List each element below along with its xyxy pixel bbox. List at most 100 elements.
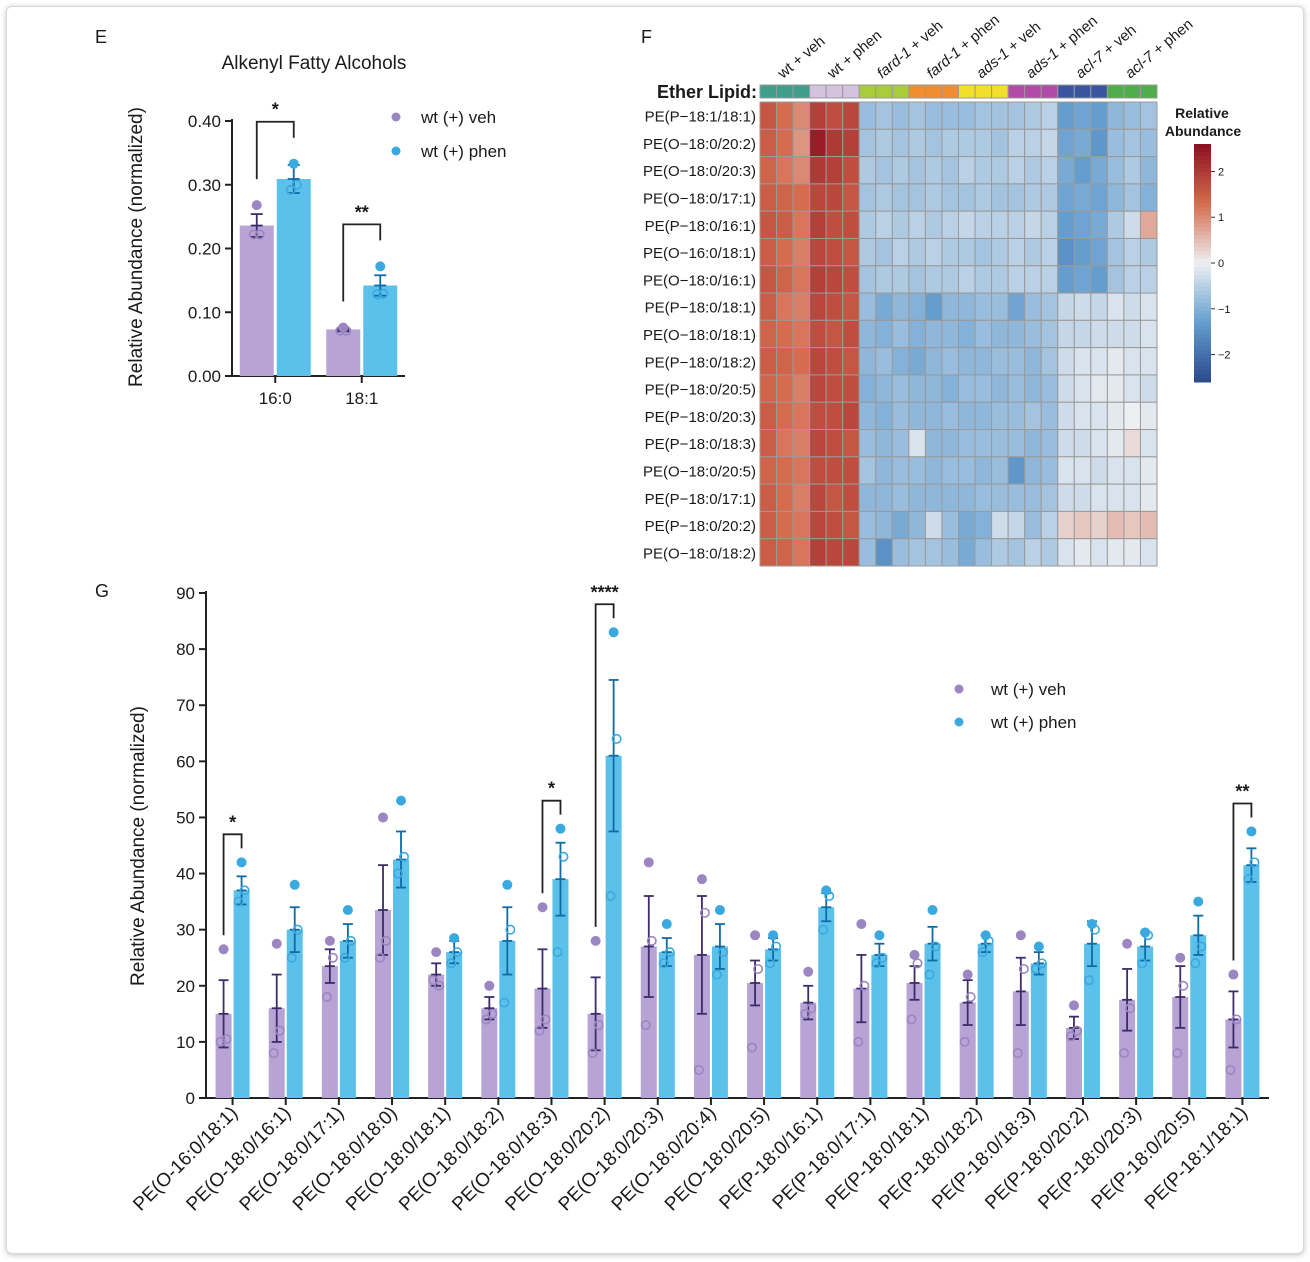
heatmap-cell: [858, 292, 877, 321]
heatmap-cell: [1040, 538, 1059, 567]
panel-g-bar: [499, 940, 516, 1098]
heatmap-cell: [1106, 101, 1125, 130]
heatmap-cell: [858, 456, 877, 485]
heatmap-cell: [958, 483, 976, 512]
heatmap-cell: [858, 101, 877, 130]
heatmap-group-cell: [792, 84, 811, 99]
heatmap-cell: [1040, 292, 1059, 321]
heatmap-cell: [941, 237, 959, 267]
panel-e-data-point: [378, 288, 389, 299]
panel-g-data-point: [587, 1048, 598, 1059]
colorbar-segment: [1194, 358, 1211, 363]
panel-e-significance-label: *: [272, 100, 279, 120]
panel-g-data-point: [711, 969, 722, 980]
heatmap-cell: [924, 401, 943, 431]
heatmap-cell: [941, 483, 959, 512]
panel-g-bar: [1190, 935, 1207, 1098]
heatmap-cell: [1090, 265, 1108, 294]
heatmap-cell: [941, 347, 959, 376]
heatmap-cell: [1057, 456, 1075, 485]
panel-g-data-point: [1137, 958, 1148, 969]
heatmap-cell: [809, 347, 827, 376]
heatmap-cell: [759, 456, 778, 485]
heatmap-cell: [891, 510, 910, 540]
panel-g-bar: [286, 929, 303, 1098]
panel-g-data-point: [643, 857, 654, 868]
colorbar-segment: [1194, 171, 1211, 177]
colorbar-segment: [1194, 282, 1211, 288]
panel-g-bar: [693, 954, 710, 1098]
heatmap-cell: [776, 156, 794, 185]
heatmap-cell: [1073, 265, 1092, 294]
heatmap-cell: [1073, 374, 1092, 403]
heatmap-cell: [1123, 510, 1141, 540]
heatmap-cell: [908, 401, 926, 431]
heatmap-cell: [776, 319, 794, 349]
heatmap-cell: [1057, 265, 1075, 294]
panel-g-data-point: [268, 1048, 279, 1059]
heatmap-group-cell: [1007, 84, 1026, 99]
panel-g-significance-bracket: [541, 799, 562, 894]
heatmap-cell: [825, 265, 844, 294]
heatmap-cell: [1073, 183, 1092, 212]
heatmap-cell: [842, 210, 860, 239]
heatmap-cell: [1073, 156, 1092, 185]
colorbar-segment: [1194, 211, 1211, 216]
heatmap-cell: [1057, 374, 1075, 403]
panel-g-data-point: [658, 958, 669, 969]
heatmap-cell: [1057, 292, 1075, 321]
heatmap-group-cell: [776, 84, 794, 99]
heatmap-cell: [974, 374, 993, 403]
heatmap-cell: [941, 319, 959, 349]
panel-g: G Relative Abundance (normalized) 0 10 20 3…: [95, 581, 1269, 1215]
colorbar-segment: [1194, 251, 1211, 256]
panel-g-data-point: [1065, 1031, 1076, 1042]
heatmap-cell: [792, 538, 811, 567]
heatmap-group-cell: [1139, 84, 1158, 99]
heatmap-cell: [974, 128, 993, 158]
heatmap-group-cell: [1123, 84, 1141, 99]
heatmap-cell: [776, 483, 794, 512]
colorbar-segment: [1194, 243, 1211, 248]
panel-g-data-point: [233, 896, 244, 907]
heatmap-cell: [1024, 128, 1042, 158]
heatmap-cell: [958, 374, 976, 403]
heatmap-cell: [908, 538, 926, 567]
panel-g-data-point: [215, 1036, 226, 1047]
panel-e-legend-veh: wt (+) veh: [420, 108, 496, 127]
panel-g-data-point: [327, 952, 338, 963]
heatmap-cell: [1040, 319, 1059, 349]
heatmap-cell: [991, 347, 1009, 376]
heatmap-cell: [809, 483, 827, 512]
heatmap-cell: [958, 210, 976, 239]
colorbar-segment: [1194, 366, 1211, 371]
heatmap-cell: [858, 319, 877, 349]
heatmap-cell: [941, 510, 959, 540]
heatmap-cells: [759, 101, 1158, 567]
heatmap-cell: [924, 483, 943, 512]
heatmap-cell: [759, 183, 778, 212]
heatmap-cell: [908, 265, 926, 294]
heatmap-cell: [924, 319, 943, 349]
colorbar-tick-label: 1: [1218, 212, 1224, 224]
heatmap-cell: [1057, 401, 1075, 431]
panel-g-bar: [1172, 997, 1189, 1098]
panel-g-data-point: [221, 1034, 232, 1045]
heatmap-cell: [974, 292, 993, 321]
panel-g-data-point: [540, 1014, 551, 1025]
heatmap-cell: [891, 401, 910, 431]
panel-e-data-point: [372, 289, 383, 300]
heatmap-cell: [1090, 374, 1108, 403]
heatmap-cell: [1090, 510, 1108, 540]
heatmap-cell: [1057, 128, 1075, 158]
panel-g-bar: [747, 982, 764, 1098]
colorbar-segment: [1194, 195, 1211, 201]
heatmap-cell: [759, 374, 778, 403]
heatmap-cell: [891, 456, 910, 485]
heatmap-cell: [1139, 401, 1158, 431]
panel-g-data-point: [930, 941, 941, 952]
heatmap-cell: [1040, 101, 1059, 130]
panel-g-data-point: [339, 952, 350, 963]
heatmap-cell: [792, 401, 811, 431]
heatmap-cell: [974, 483, 993, 512]
